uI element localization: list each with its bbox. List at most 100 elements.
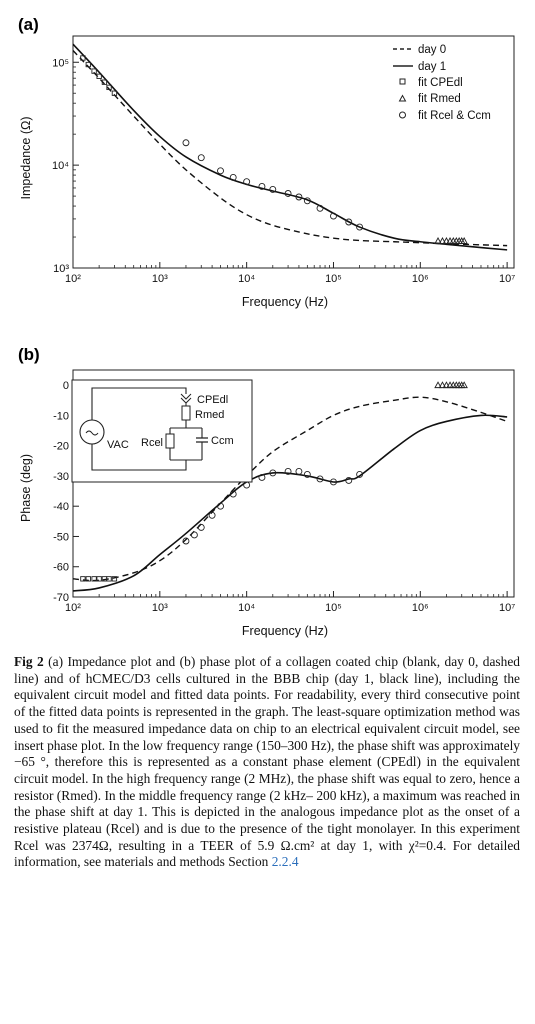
legend-swatch-rcel-ccm (399, 111, 406, 119)
impedance-y-tick-label: 10⁴ (52, 160, 69, 172)
phase-y-tick-label: -50 (53, 531, 69, 543)
impedance-x-tick-label: 10² (65, 273, 81, 285)
legend-label-day0: day 0 (418, 44, 446, 56)
impedance-point-fit-rmed (460, 237, 468, 244)
legend-swatch-cpedl (399, 78, 406, 85)
phase-y-tick-label: -20 (53, 441, 69, 453)
phase-point-fit-rcel-ccm (269, 469, 277, 477)
phase-x-tick-label: 10² (65, 602, 81, 614)
caption-line: with χ²=0.4. For detailed information, s… (14, 837, 520, 870)
ac-wave-icon (85, 430, 99, 436)
caption-line: points is represented in the graph. The … (106, 704, 496, 720)
phase-y-tick-label: -40 (53, 501, 69, 513)
impedance-point-fit-cpedl (111, 90, 118, 96)
phase-point-fit-rmed (442, 381, 451, 389)
caption-line: data points. For readability, every thir… (14, 687, 520, 720)
phase-point-fit-rcel-ccm (229, 490, 237, 498)
phase-point-fit-rcel-ccm (182, 537, 190, 545)
phase-point-fit-cpedl (85, 576, 91, 582)
phase-point-fit-rmed (434, 381, 442, 389)
phase-point-fit-cpedl (111, 576, 118, 582)
circuit-wires (91, 387, 187, 471)
phase-y-axis-label: Phase (deg) (19, 454, 33, 522)
phase-point-fit-rcel-ccm (197, 523, 205, 531)
phase-y-tick-label: -70 (53, 592, 69, 604)
phase-point-fit-cpedl (91, 576, 97, 582)
phase-point-fit-rcel-ccm (356, 470, 364, 478)
phase-point-fit-rcel-ccm (208, 511, 216, 519)
caption-line: depicted in the analogous impedance plot… (14, 804, 521, 837)
caption-line: represented as a constant phase element … (14, 754, 520, 786)
legend-label-cpedl: fit CPEdl (418, 77, 463, 89)
caption-section-link[interactable]: 2.2.4 (271, 854, 299, 870)
phase-point-fit-rmed (460, 381, 468, 389)
impedance-point-fit-rcel-ccm (182, 139, 190, 147)
phase-x-tick-label: 10⁵ (325, 602, 342, 614)
caption-line: model. In the high frequency range (2 MH… (51, 770, 446, 786)
impedance-y-axis-label: Impedance (Ω) (19, 117, 33, 200)
impedance-x-tick-label: 10⁷ (499, 273, 515, 285)
phase-x-axis-label: Frequency (Hz) (242, 624, 328, 638)
impedance-point-fit-rcel-ccm (356, 223, 364, 231)
caption-line: (150–300 Hz), the phase shift was approx… (14, 737, 521, 770)
caption-line: was used to fit the measured impedance d… (14, 704, 520, 736)
impedance-point-fit-rcel-ccm (284, 190, 292, 197)
impedance-point-fit-rcel-ccm (269, 186, 277, 193)
impedance-point-fit-cpedl (106, 84, 112, 91)
phase-x-tick-label: 10³ (152, 602, 168, 614)
phase-point-fit-rcel-ccm (316, 475, 324, 483)
impedance-point-fit-rcel-ccm (330, 212, 337, 220)
inset-frame (71, 379, 253, 483)
caption-line: equivalent circuit model, see insert pha… (14, 720, 520, 753)
inset-label-rmed: Rmed (195, 409, 224, 421)
impedance-point-fit-rcel-ccm (295, 193, 303, 201)
impedance-y-tick-label: 10⁵ (52, 57, 69, 69)
phase-point-fit-rmed (438, 381, 447, 389)
caption-line: chip (day 1, black line), including the … (14, 670, 520, 703)
impedance-point-fit-rcel-ccm (243, 178, 251, 186)
caption-line: (blank, day 0, dashed line) and of hCMEC… (14, 654, 520, 686)
legend-swatch-rmed (398, 94, 407, 102)
caption-line: (a) Impedance plot and (b) phase plot of… (48, 654, 399, 669)
impedance-point-fit-rmed (442, 237, 451, 244)
impedance-x-tick-label: 10³ (152, 273, 168, 285)
phase-x-tick-label: 10⁷ (499, 602, 515, 614)
caption-line: zero, hence a resistor (Rmed). In the mi… (14, 770, 520, 803)
impedance-point-fit-rcel-ccm (229, 173, 237, 181)
phase-x-tick-label: 10⁴ (238, 602, 255, 614)
panel-label-a: (a) (18, 15, 39, 34)
phase-plot-frame (72, 369, 515, 598)
impedance-point-fit-rmed (438, 237, 447, 244)
parallel-branch-wires (169, 420, 203, 465)
phase-point-fit-cpedl (106, 576, 112, 582)
impedance-x-axis-label: Frequency (Hz) (242, 295, 328, 309)
inset-label-vac: VAC (107, 439, 129, 451)
legend-label-rcel-ccm: fit Rcel & Ccm (418, 110, 491, 122)
phase-point-fit-rcel-ccm (330, 478, 337, 486)
legend-label-rmed: fit Rmed (418, 93, 461, 105)
impedance-point-fit-rcel-ccm (217, 167, 224, 175)
caption-section-prefix: Section (228, 854, 269, 870)
panel-label-b: (b) (18, 345, 40, 364)
phase-point-fit-cpedl (80, 576, 86, 582)
impedance-point-fit-rcel-ccm (316, 204, 324, 212)
phase-point-fit-rcel-ccm (217, 502, 224, 510)
phase-point-fit-rcel-ccm (284, 467, 292, 475)
phase-point-fit-rcel-ccm (345, 477, 353, 484)
inset-label-rcel: Rcel (141, 437, 163, 449)
phase-y-tick-label: -10 (53, 410, 69, 422)
impedance-point-fit-cpedl (80, 55, 86, 61)
impedance-legend: day 0 day 1 fit CPEdl fit Rmed fit Rcel … (393, 44, 491, 122)
inset-label-ccm: Ccm (211, 435, 234, 447)
caption-line: plateau (Rcel) and is due to the presenc… (62, 821, 456, 837)
phase-y-tick-label: 0 (63, 380, 69, 392)
phase-point-fit-rcel-ccm (303, 470, 311, 478)
phase-y-tick-label: -60 (53, 562, 69, 574)
phase-series-day-1 (72, 414, 508, 592)
impedance-point-fit-rcel-ccm (258, 183, 266, 190)
resistor-rcel-icon (165, 433, 175, 449)
phase-point-fit-rcel-ccm (258, 473, 266, 481)
phase-point-fit-rcel-ccm (190, 531, 198, 539)
